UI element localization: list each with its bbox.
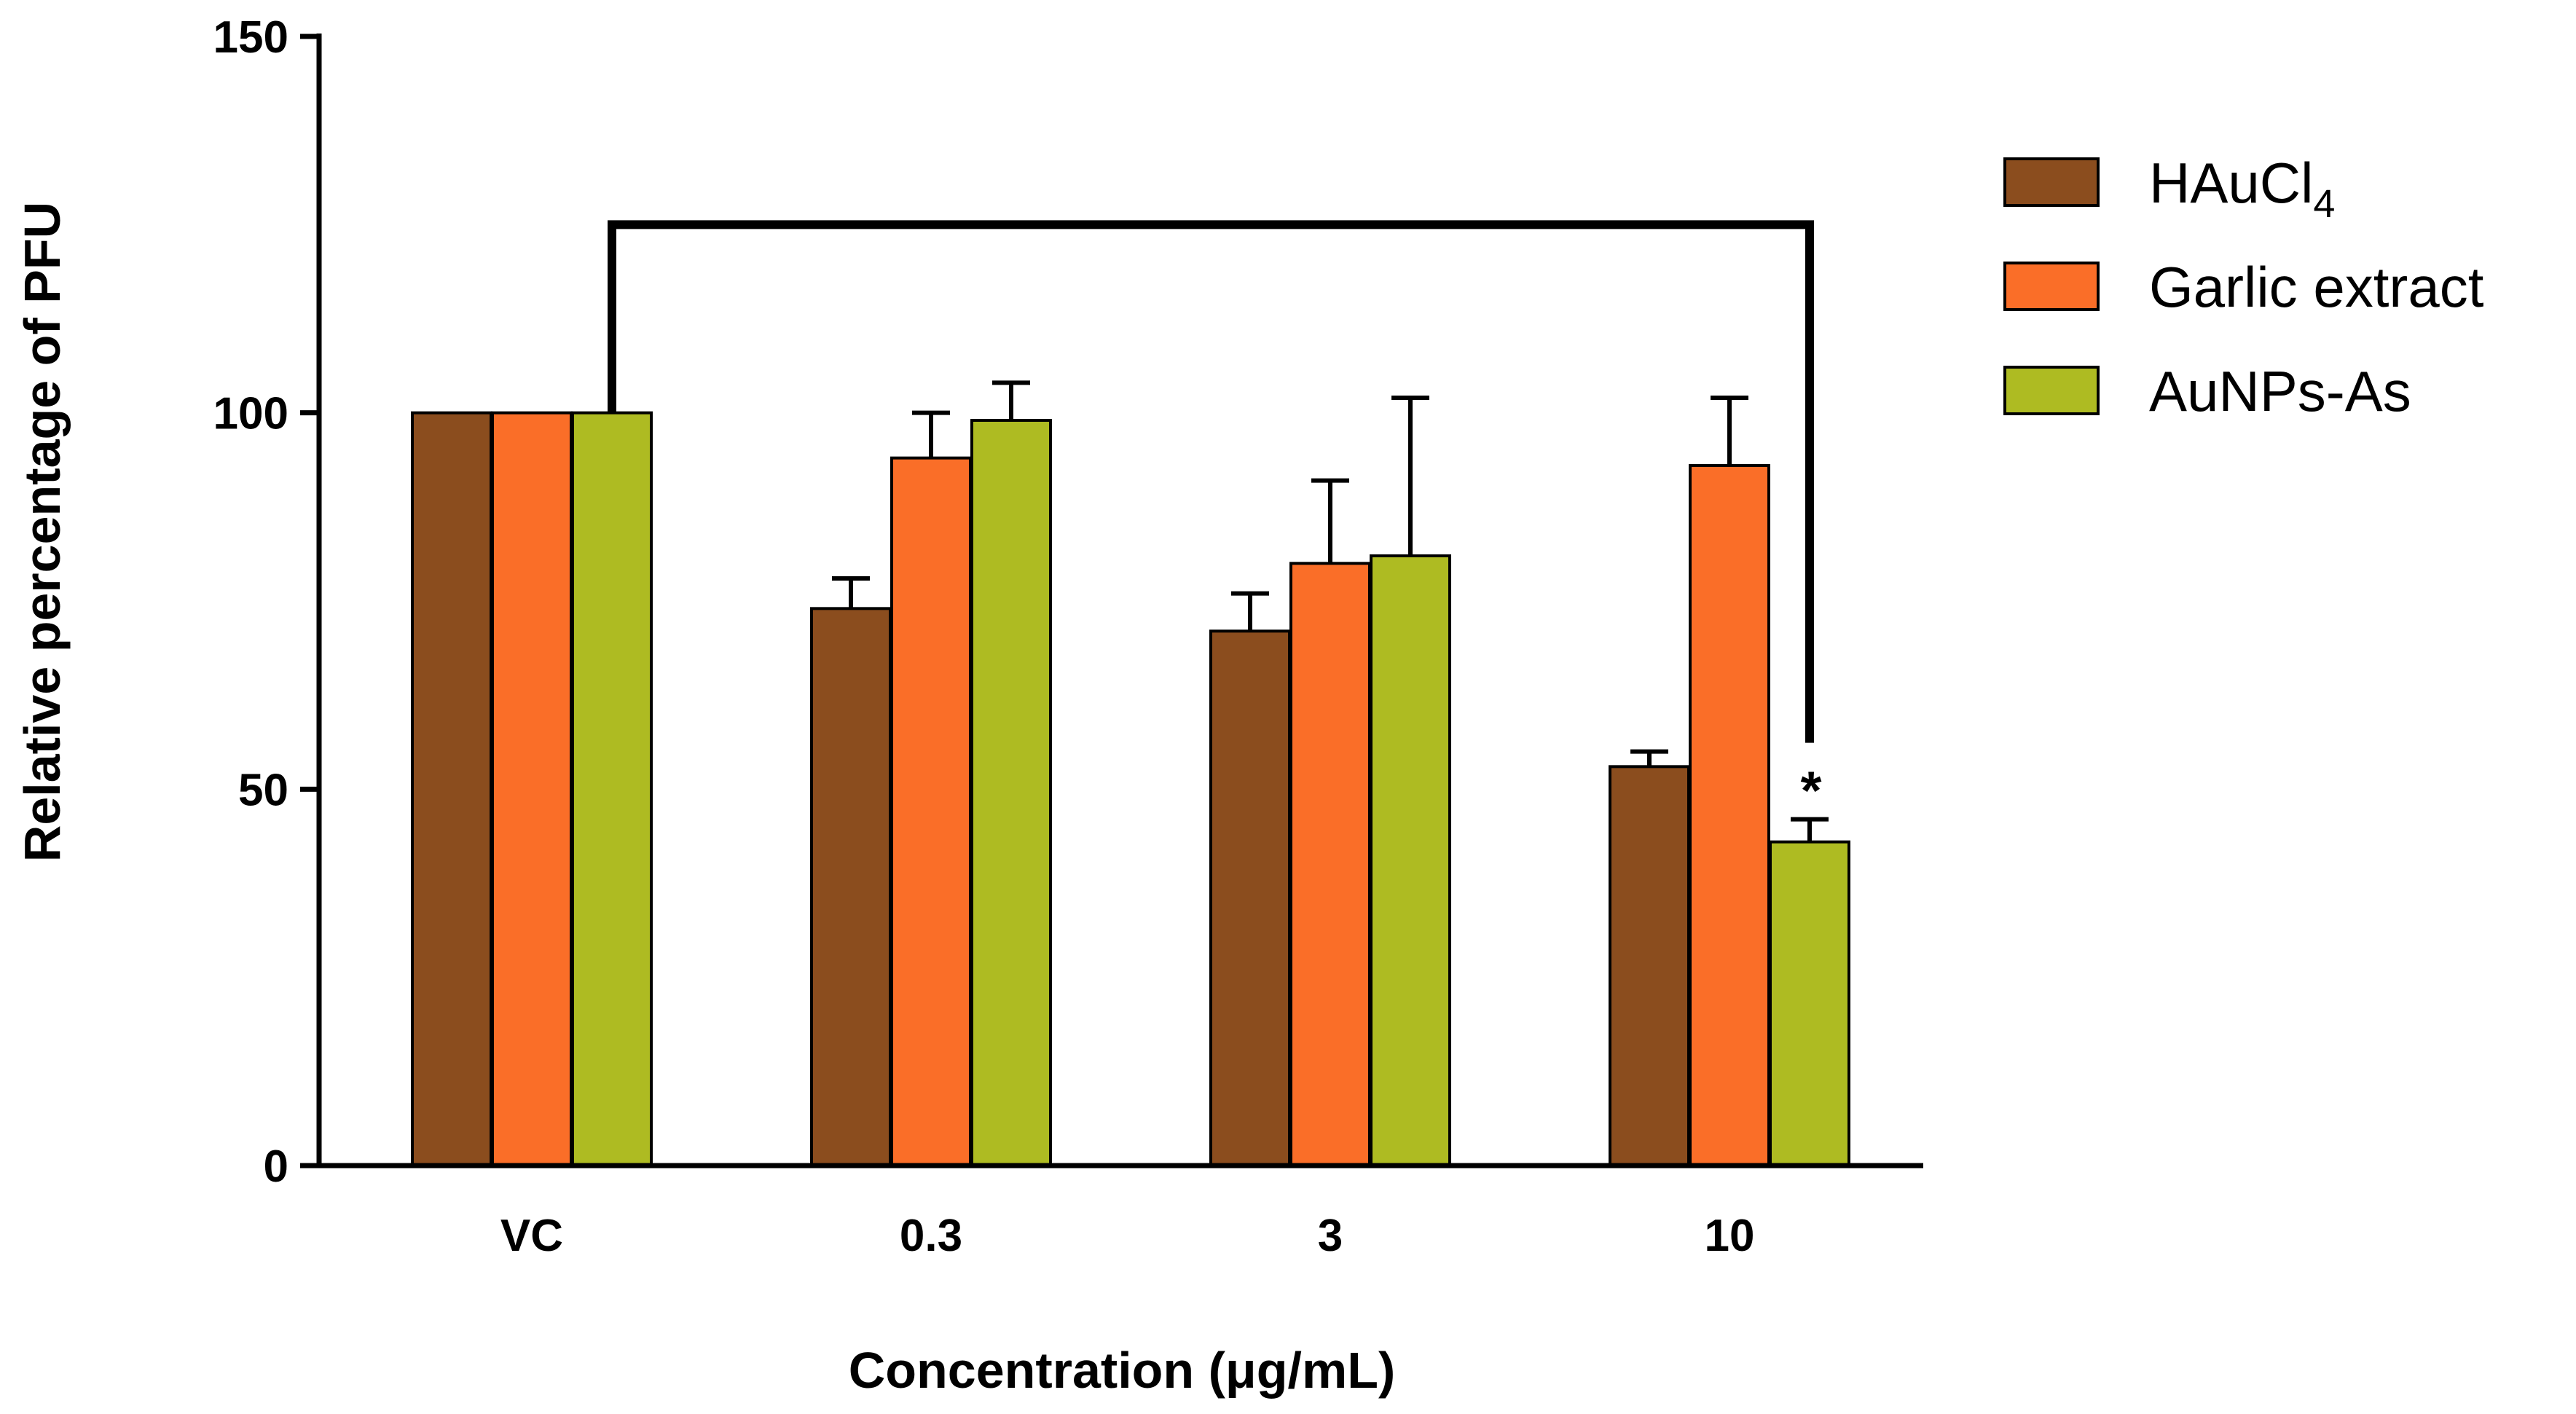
legend-swatch (2003, 157, 2100, 207)
x-axis-title: Concentration (μg/mL) (849, 1342, 1396, 1399)
x-tick-label-0.3: 0.3 (900, 1211, 962, 1261)
legend-label: AuNPs-As (2149, 359, 2411, 423)
bar-haucl-0.3 (810, 607, 892, 1167)
bar-aunps-as-3 (1370, 554, 1451, 1167)
legend-item: AuNPs-As (2003, 359, 2411, 423)
legend-item: HAuCl4 (2003, 151, 2335, 226)
legend-swatch (2003, 366, 2100, 415)
legend-label: Garlic extract (2149, 255, 2484, 319)
bar-garlic-extract-10 (1689, 464, 1770, 1167)
y-tick-label-0: 0 (264, 1142, 288, 1192)
y-tick-label-100: 100 (213, 389, 288, 439)
legend-label: HAuCl4 (2149, 151, 2335, 226)
axes: 0 50 100 150 VC 0.3 3 10 (213, 12, 1923, 1261)
bar-garlic-extract-VC (491, 411, 573, 1168)
bar-aunps-as-VC (571, 411, 653, 1168)
legend-swatch (2003, 262, 2100, 311)
legend: HAuCl4 Garlic extract AuNPs-As (2003, 151, 2484, 423)
bar-haucl-3 (1209, 629, 1291, 1167)
bar-haucl-10 (1609, 765, 1690, 1168)
x-tick-label-VC: VC (500, 1211, 563, 1261)
bar-aunps-as-0.3 (970, 419, 1052, 1167)
y-axis-title: Relative percentage of PFU (14, 202, 71, 862)
bar-garlic-extract-0.3 (890, 456, 972, 1167)
y-tick-label-150: 150 (213, 12, 288, 63)
plot-area: * (411, 220, 1850, 1168)
significance-marker: * (1801, 761, 1822, 821)
y-tick-label-50: 50 (238, 765, 288, 815)
bar-haucl-VC (411, 411, 492, 1168)
x-tick-label-3: 3 (1318, 1211, 1343, 1261)
significance-bracket (608, 220, 1814, 743)
legend-item: Garlic extract (2003, 255, 2484, 319)
x-tick-label-10: 10 (1705, 1211, 1755, 1261)
bar-garlic-extract-3 (1289, 562, 1371, 1167)
bar-aunps-as-10 (1769, 840, 1850, 1167)
legend-label-subscript: 4 (2313, 182, 2335, 226)
